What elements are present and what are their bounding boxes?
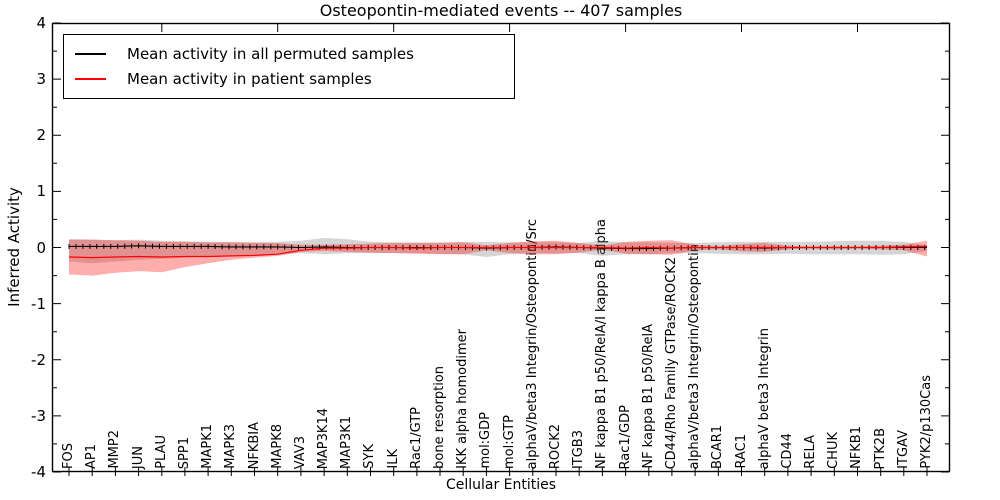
patient-mean-line: [68, 245, 928, 259]
patient-line-swatch: [75, 78, 106, 80]
axes-frame: [51, 22, 951, 473]
axis-ticks: [53, 22, 949, 476]
patient-band: [69, 239, 927, 276]
y-tick-label: -4: [31, 463, 46, 481]
y-tick-label: 2: [36, 126, 46, 145]
y-tick-label: 4: [36, 14, 46, 32]
permuted-band: [69, 238, 927, 264]
y-tick-label: -2: [31, 350, 46, 369]
legend: Mean activity in all permuted samples Me…: [63, 34, 515, 99]
chart-title: Osteopontin-mediated events -- 407 sampl…: [319, 1, 683, 20]
legend-item-patient: Mean activity in patient samples: [75, 70, 514, 89]
legend-item-permuted: Mean activity in all permuted samples: [75, 45, 514, 64]
y-tick-label: 3: [36, 70, 46, 89]
y-tick-label: 0: [36, 238, 46, 257]
legend-label-patient: Mean activity in patient samples: [127, 69, 372, 88]
y-tick-label: 1: [36, 182, 46, 201]
permuted-line-swatch: [75, 53, 106, 55]
y-tick-label: -3: [31, 406, 46, 425]
x-axis-label: Cellular Entities: [445, 477, 557, 493]
y-tick-label: -1: [31, 294, 46, 313]
legend-label-permuted: Mean activity in all permuted samples: [127, 44, 414, 63]
